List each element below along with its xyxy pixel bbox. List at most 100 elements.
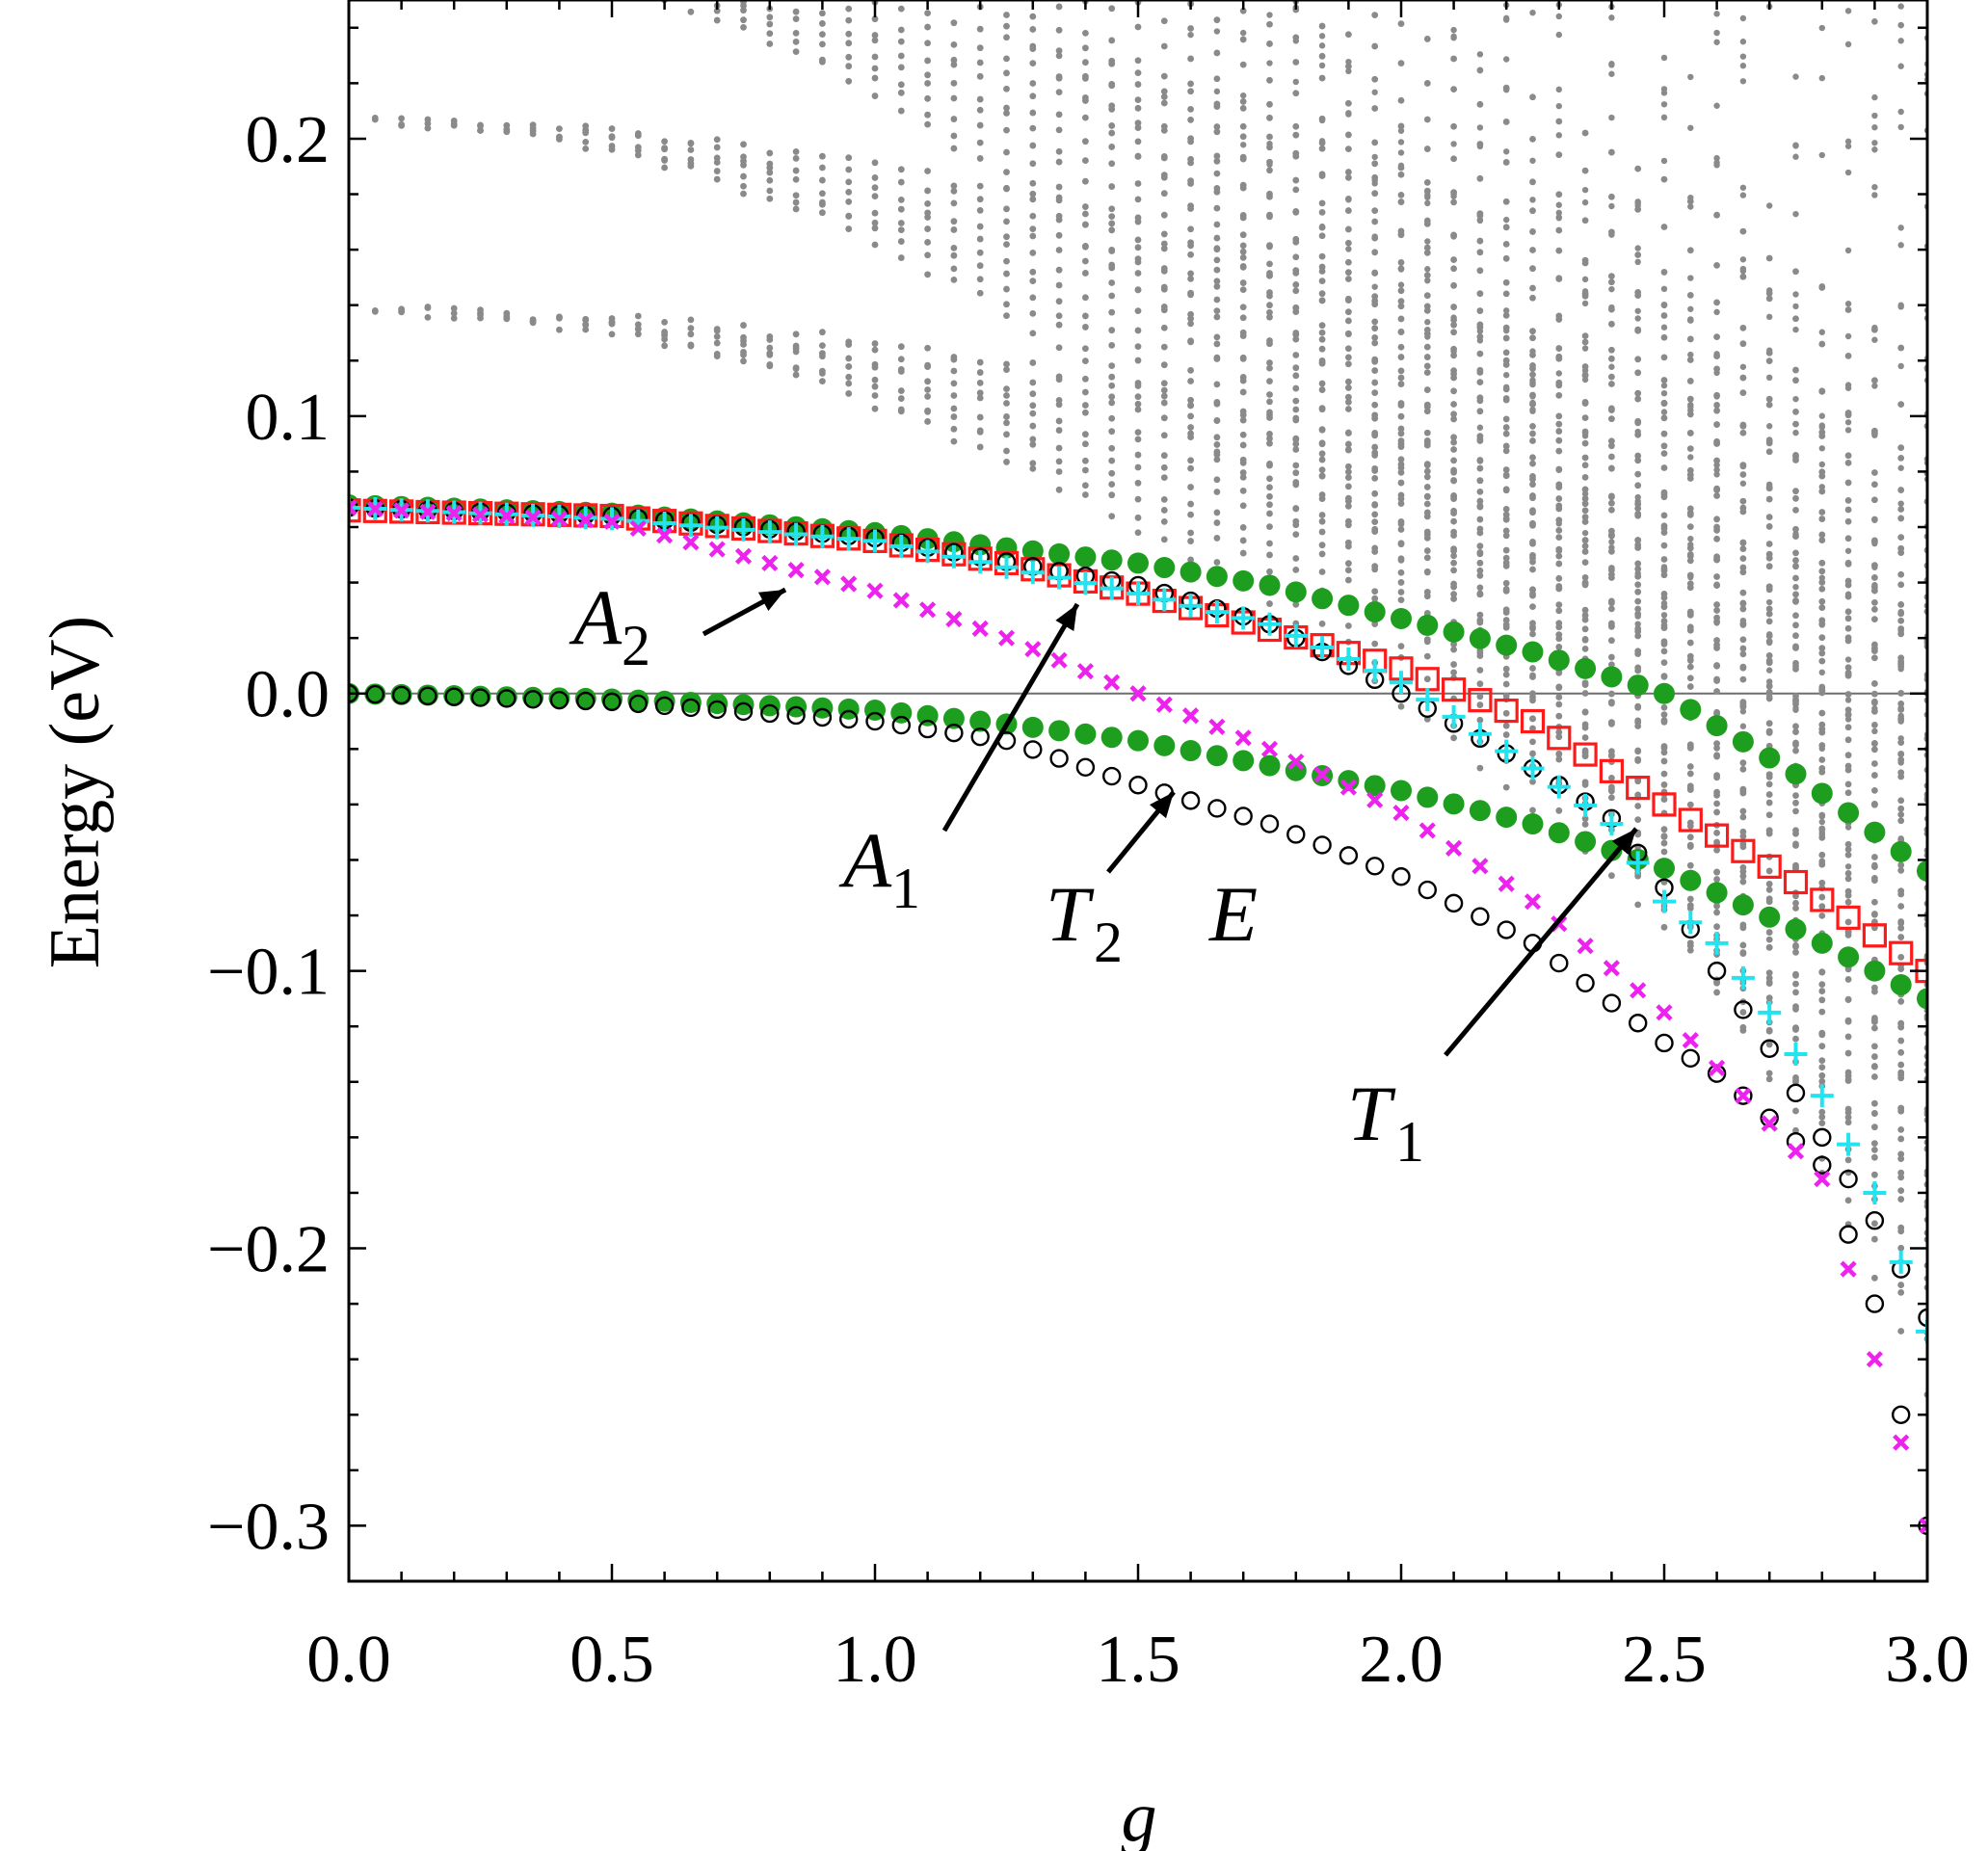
gray-level-point (1502, 240, 1510, 248)
gray-level-point (1660, 564, 1668, 570)
filled-green-circle-point (1838, 946, 1860, 968)
gray-level-point (1686, 609, 1694, 617)
filled-green-circle-point (601, 688, 623, 710)
gray-level-point (1055, 298, 1063, 305)
open-red-square-point (1889, 940, 1914, 965)
gray-level-point (1792, 1126, 1799, 1134)
gray-level-point (1108, 5, 1116, 13)
gray-level-point (1739, 268, 1747, 275)
gray-level-point (845, 40, 853, 47)
gray-level-point (1634, 803, 1642, 809)
gray-level-point (1213, 451, 1221, 459)
gray-level-point (1345, 446, 1352, 454)
gray-level-point (1187, 464, 1194, 472)
gray-level-point (1082, 94, 1089, 101)
gray-level-point (1871, 432, 1878, 438)
annotation-arrow-head (757, 590, 785, 612)
gray-level-point (1739, 941, 1747, 949)
gray-level-point (1108, 37, 1116, 44)
gray-level-point (1608, 532, 1615, 540)
gray-level-point (1818, 726, 1826, 733)
gray-level-point (1897, 817, 1905, 825)
filled-green-circle-point (1233, 569, 1255, 592)
gray-level-point (1818, 996, 1826, 1004)
gray-level-point (1739, 564, 1747, 571)
gray-level-point (1134, 393, 1142, 401)
gray-level-point (1423, 547, 1431, 554)
gray-level-point (1213, 354, 1221, 361)
gray-level-point (1739, 950, 1747, 958)
magenta-cross-point (787, 562, 805, 579)
gray-level-point (1844, 1197, 1852, 1204)
gray-level-point (1029, 330, 1037, 337)
gray-level-point (819, 200, 826, 208)
gray-level-point (1713, 401, 1720, 409)
filled-green-circle-point (1469, 627, 1491, 649)
gray-level-point (1818, 568, 1826, 575)
gray-level-point (1134, 495, 1142, 503)
gray-level-point (1739, 663, 1747, 671)
gray-level-point (1660, 594, 1668, 601)
gray-level-point (924, 168, 931, 174)
annotation-e: E (1208, 870, 1258, 958)
gray-level-point (1686, 861, 1694, 869)
gray-level-point (819, 378, 826, 385)
open-black-circle-point (1602, 993, 1622, 1013)
gray-level-point (1003, 270, 1010, 278)
gray-level-point (1502, 527, 1510, 535)
open-black-circle-point (1418, 880, 1438, 900)
gray-level-point (924, 57, 931, 65)
gray-level-point (1660, 157, 1668, 165)
gray-level-point (1371, 489, 1379, 497)
open-black-circle-point (1734, 1000, 1753, 1019)
gray-level-point (1450, 55, 1457, 63)
gray-level-point (1739, 39, 1747, 45)
gray-level-point (1739, 807, 1747, 815)
gray-level-point (1660, 442, 1668, 450)
gray-level-point (950, 145, 958, 152)
gray-level-point (1318, 278, 1326, 285)
gray-level-point (687, 316, 695, 324)
filled-green-circle-point (1127, 729, 1149, 752)
gray-level-point (1687, 194, 1694, 201)
gray-level-point (1187, 424, 1194, 431)
gray-level-point (1739, 14, 1747, 22)
gray-level-point (1318, 297, 1326, 304)
gray-level-point (1450, 304, 1457, 310)
cyan-plus-point (1600, 812, 1624, 836)
gray-level-point (1160, 343, 1168, 351)
gray-level-point (1108, 457, 1116, 464)
gray-level-point (1266, 568, 1273, 575)
gray-level-point (1792, 494, 1799, 502)
gray-level-point (1134, 429, 1142, 436)
gray-level-point (1345, 560, 1352, 568)
gray-level-point (1739, 462, 1747, 469)
gray-level-point (1239, 502, 1247, 510)
gray-level-point (1134, 380, 1142, 386)
gray-level-point (1450, 646, 1457, 653)
gray-level-point (1713, 573, 1720, 580)
gray-level-point (1292, 38, 1300, 44)
gray-level-point (1213, 307, 1221, 315)
gray-level-point (1608, 699, 1615, 706)
gray-level-point (1634, 537, 1642, 544)
magenta-cross-point (1682, 1032, 1699, 1049)
gray-level-point (976, 369, 984, 376)
gray-level-point (1371, 367, 1379, 374)
gray-level-point (1897, 890, 1905, 898)
gray-level-point (1660, 90, 1668, 96)
gray-level-point (1765, 1026, 1773, 1034)
gray-level-point (1345, 308, 1352, 316)
gray-level-point (1818, 74, 1826, 82)
gray-level-point (1555, 481, 1563, 489)
gray-level-point (1345, 474, 1352, 481)
gray-level-point (1424, 199, 1431, 207)
open-black-circle-point (1813, 1127, 1832, 1148)
gray-level-point (661, 164, 668, 172)
gray-level-point (1029, 422, 1037, 430)
gray-level-point (1266, 475, 1273, 483)
gray-level-point (1134, 69, 1142, 76)
filled-green-circle-point (1391, 608, 1412, 630)
open-black-circle-point (812, 707, 833, 727)
gray-level-point (634, 331, 642, 338)
